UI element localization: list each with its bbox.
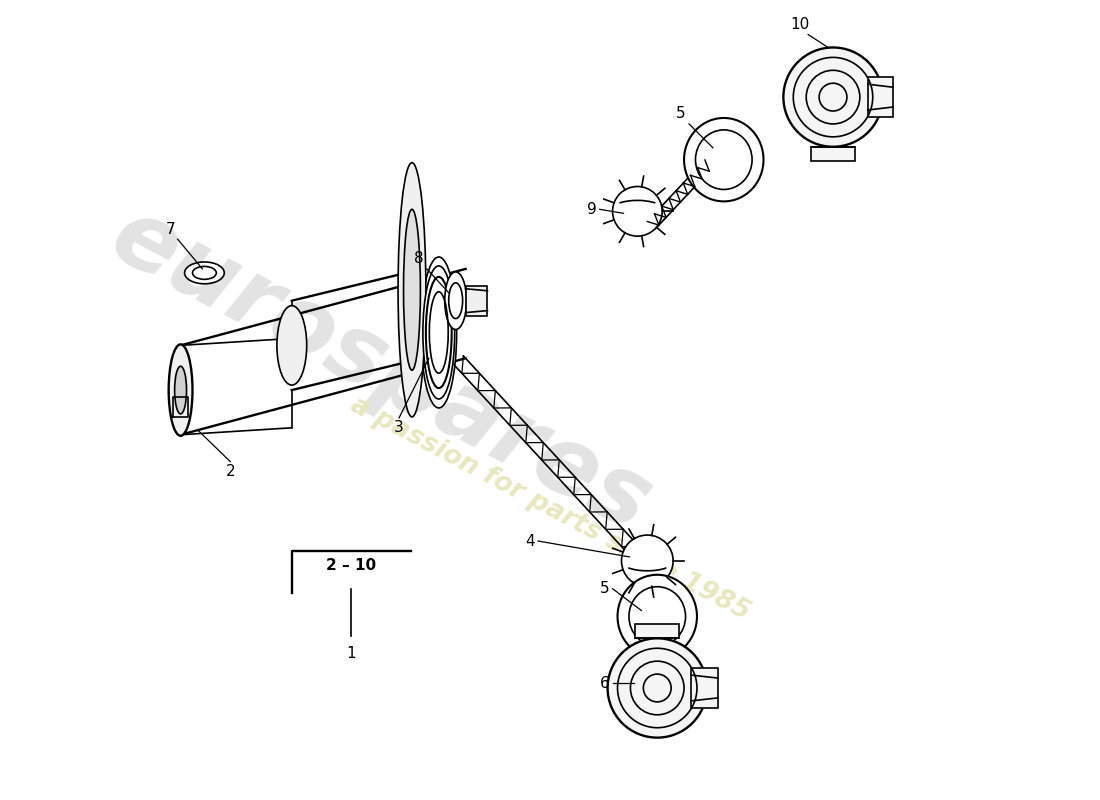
Ellipse shape: [617, 574, 697, 658]
Circle shape: [607, 638, 707, 738]
Bar: [465, 286, 487, 315]
Circle shape: [613, 186, 662, 236]
Bar: [636, 625, 679, 638]
Text: 3: 3: [394, 420, 404, 435]
Text: 6: 6: [600, 675, 609, 690]
Circle shape: [621, 535, 673, 586]
Text: 1: 1: [346, 646, 356, 661]
Bar: [691, 668, 718, 708]
Ellipse shape: [444, 272, 466, 330]
Ellipse shape: [684, 118, 763, 202]
Bar: [811, 146, 855, 161]
Ellipse shape: [426, 277, 452, 388]
Text: 4: 4: [526, 534, 535, 549]
Ellipse shape: [398, 162, 426, 417]
Ellipse shape: [185, 262, 224, 284]
Text: a passion for parts since 1985: a passion for parts since 1985: [345, 393, 755, 626]
Ellipse shape: [168, 344, 192, 436]
Text: 5: 5: [600, 581, 609, 596]
Ellipse shape: [175, 366, 187, 414]
Circle shape: [783, 47, 882, 146]
Ellipse shape: [421, 257, 456, 408]
Bar: [868, 78, 892, 117]
Ellipse shape: [404, 210, 420, 370]
Ellipse shape: [422, 266, 454, 399]
Text: 5: 5: [676, 106, 686, 122]
Text: 2 – 10: 2 – 10: [327, 558, 376, 574]
Text: 8: 8: [414, 251, 424, 266]
Text: 7: 7: [166, 222, 176, 237]
Text: eurospares: eurospares: [96, 190, 667, 551]
Text: 9: 9: [586, 202, 596, 217]
Text: 2: 2: [226, 464, 235, 479]
Ellipse shape: [277, 306, 307, 385]
Text: 10: 10: [791, 17, 810, 32]
